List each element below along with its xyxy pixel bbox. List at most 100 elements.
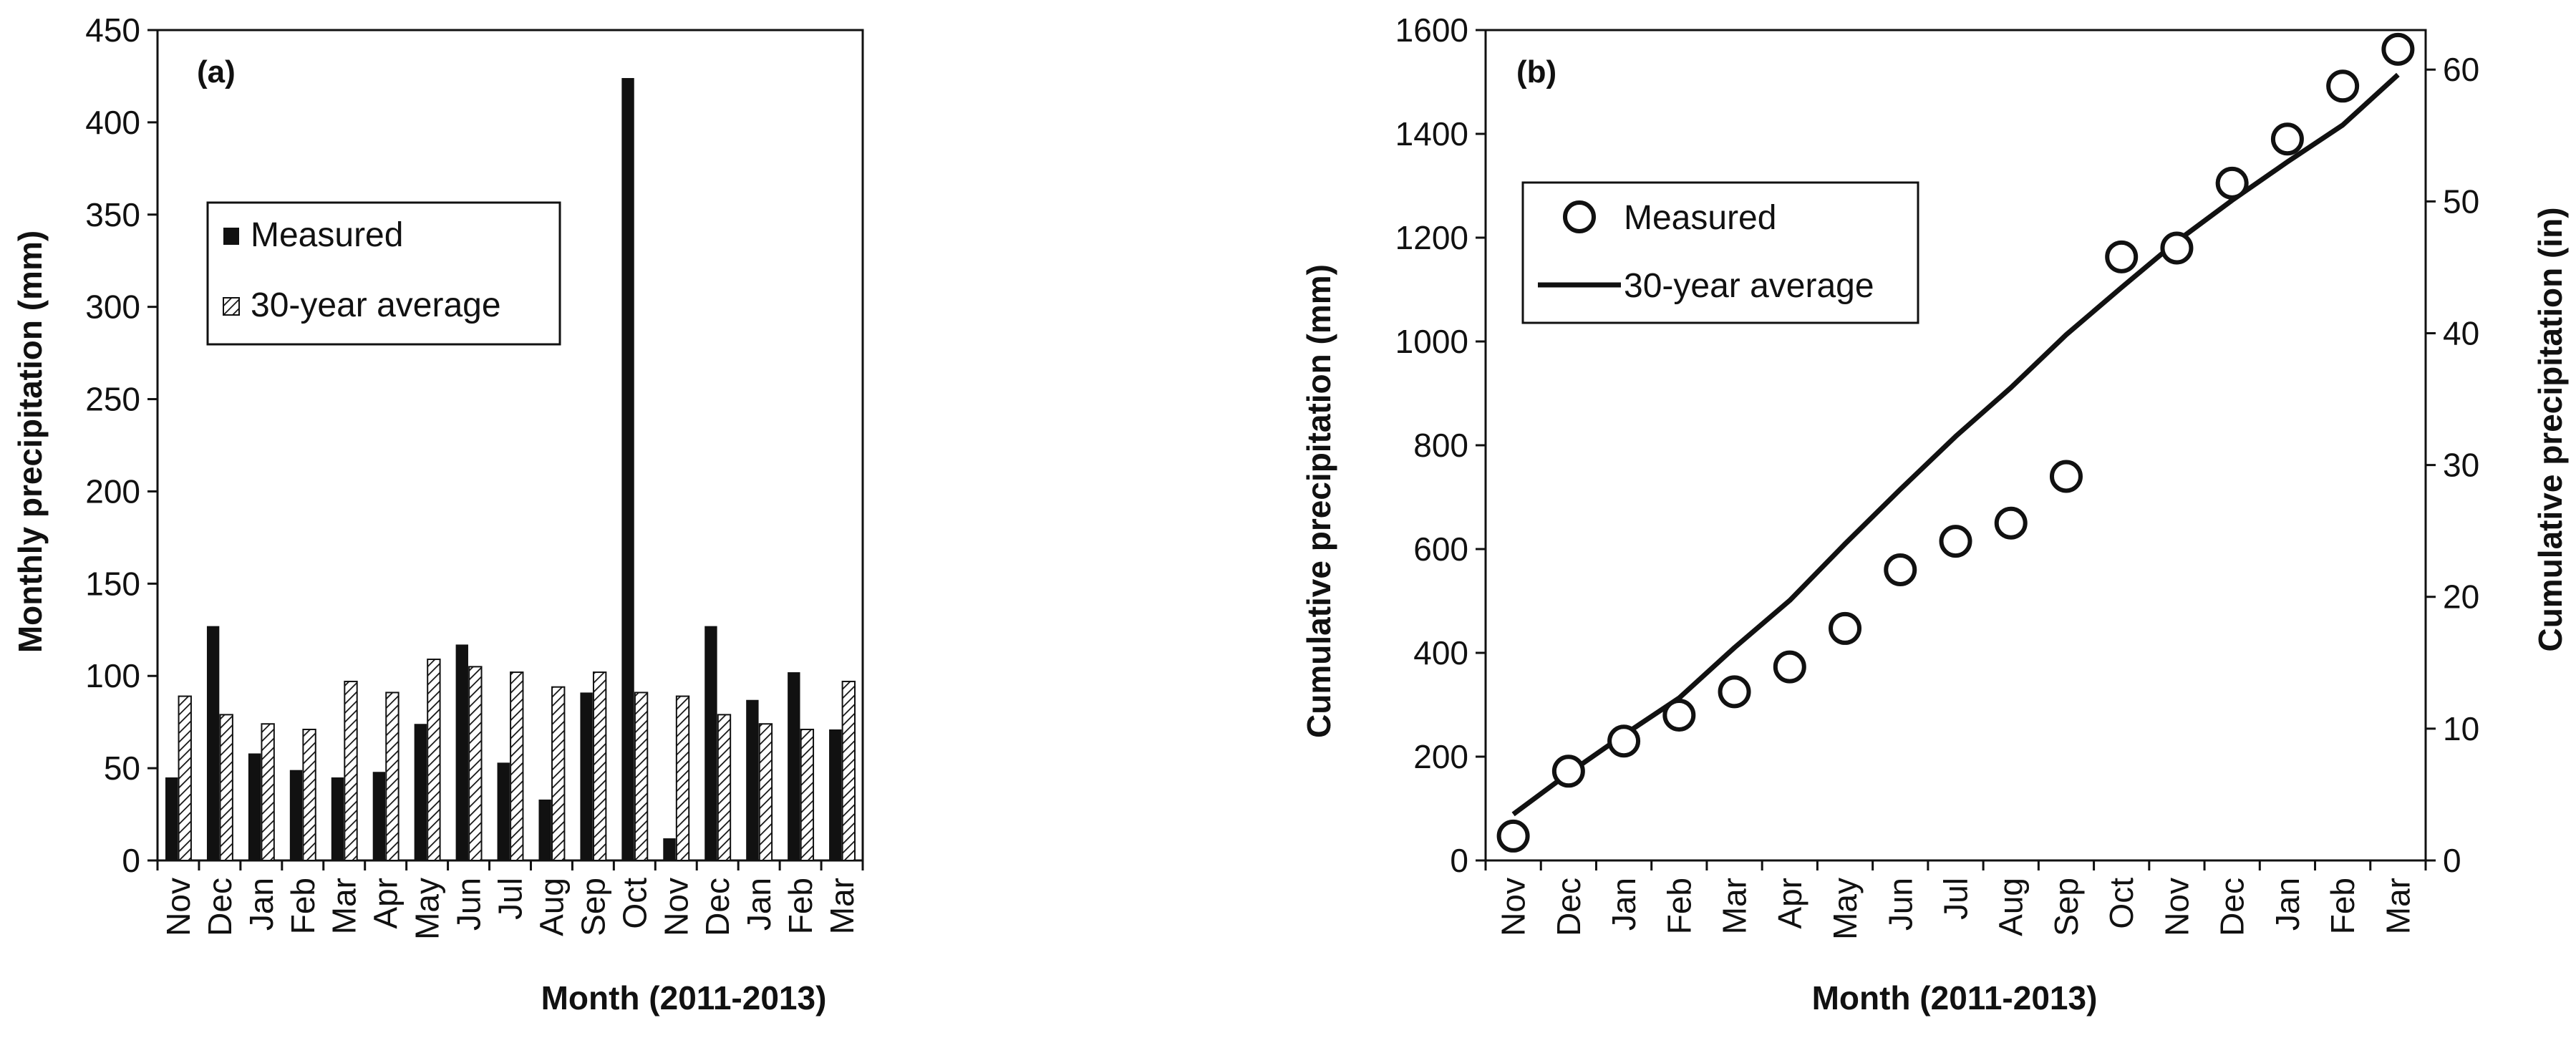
panel-a-y-axis-title: Monthly precipitation (mm) xyxy=(11,231,49,653)
panel-b-label: (b) xyxy=(1516,54,1556,89)
point-measured-mar-16 xyxy=(2381,32,2415,66)
bar-30-year-average-aug-9 xyxy=(551,686,566,862)
x-tick-label: Feb xyxy=(284,878,321,934)
panel-b-legend: Measured 30-year average xyxy=(1521,181,1919,324)
y-tick-label: 1600 xyxy=(1395,11,1468,49)
x-tick-label: Jan xyxy=(1605,878,1642,931)
panel-b-series xyxy=(1496,32,2415,853)
series-line-30-year-average xyxy=(1511,72,2400,817)
point-measured-dec-13 xyxy=(2215,166,2249,200)
bar-30-year-average-jan-2 xyxy=(261,723,275,861)
y-tick-label: 1400 xyxy=(1395,115,1468,152)
bar-measured-jun-7 xyxy=(455,644,468,860)
point-measured-nov-12 xyxy=(2160,231,2194,265)
y-tick-label: 800 xyxy=(1413,427,1468,464)
bar-30-year-average-dec-13 xyxy=(717,714,732,861)
x-tick-label: Mar xyxy=(823,878,861,934)
bar-30-year-average-jun-7 xyxy=(468,666,483,861)
y2-tick-label: 40 xyxy=(2443,314,2479,351)
panel-a-bars xyxy=(165,78,856,862)
bar-30-year-average-dec-1 xyxy=(219,714,233,861)
bar-measured-feb-3 xyxy=(289,770,303,860)
x-tick-label: Apr xyxy=(367,878,405,929)
y-tick-label: 400 xyxy=(1413,634,1468,671)
legend-swatch-measured xyxy=(223,228,239,245)
bar-measured-mar-4 xyxy=(331,777,344,860)
bar-measured-mar-16 xyxy=(829,729,842,860)
bar-measured-aug-9 xyxy=(538,799,551,860)
legend-label-measured: Measured xyxy=(1624,199,1776,237)
x-tick-label: Dec xyxy=(2214,878,2251,936)
x-tick-label: Mar xyxy=(326,878,363,934)
y-tick-label: 1000 xyxy=(1395,323,1468,360)
y2-tick-label: 0 xyxy=(2443,842,2461,879)
panel-b-y-axis-title: Cumulative precipitation (mm) xyxy=(1300,264,1337,738)
x-tick-label: Aug xyxy=(533,878,570,936)
x-tick-label: Apr xyxy=(1771,878,1808,929)
point-measured-mar-4 xyxy=(1718,675,1751,709)
x-tick-label: Mar xyxy=(2379,878,2416,934)
y-tick-label: 150 xyxy=(85,565,140,602)
bar-measured-may-6 xyxy=(414,724,427,860)
x-tick-label: Dec xyxy=(1550,878,1587,936)
bar-30-year-average-sep-10 xyxy=(592,671,607,861)
x-tick-label: May xyxy=(409,878,446,940)
x-tick-label: Jun xyxy=(450,878,488,931)
x-tick-label: May xyxy=(1826,878,1864,940)
bar-measured-jan-14 xyxy=(746,699,759,860)
bar-30-year-average-mar-16 xyxy=(841,680,856,862)
bar-30-year-average-may-6 xyxy=(427,659,441,861)
y-tick-label: 1200 xyxy=(1395,219,1468,256)
bar-measured-nov-12 xyxy=(663,838,676,860)
x-tick-label: Sep xyxy=(2048,878,2085,936)
bar-measured-sep-10 xyxy=(580,692,593,860)
x-tick-label: Jan xyxy=(740,878,778,931)
x-tick-label: Jun xyxy=(1882,878,1919,931)
bar-30-year-average-jan-14 xyxy=(758,723,773,861)
y2-tick-label: 30 xyxy=(2443,447,2479,484)
x-tick-label: Feb xyxy=(782,878,819,934)
x-tick-label: Nov xyxy=(1495,878,1532,936)
bar-measured-jan-2 xyxy=(248,753,261,860)
x-tick-label: Nov xyxy=(2158,878,2195,936)
x-tick-label: Jul xyxy=(1937,878,1975,920)
legend-swatch-30-year-average xyxy=(223,297,240,316)
point-measured-jan-2 xyxy=(1607,724,1641,758)
bar-30-year-average-oct-11 xyxy=(634,692,649,862)
x-tick-label: Mar xyxy=(1716,878,1753,934)
y-tick-label: 100 xyxy=(85,657,140,694)
bar-measured-apr-5 xyxy=(372,772,386,860)
x-tick-label: Feb xyxy=(2324,878,2361,934)
x-tick-label: Oct xyxy=(2103,878,2140,929)
y2-tick-label: 20 xyxy=(2443,578,2479,616)
bar-measured-jul-8 xyxy=(497,762,510,860)
bar-measured-nov-0 xyxy=(165,777,178,860)
y-tick-label: 350 xyxy=(85,196,140,233)
bar-30-year-average-nov-12 xyxy=(675,695,690,861)
y2-tick-label: 10 xyxy=(2443,710,2479,747)
point-measured-jan-14 xyxy=(2270,122,2304,156)
panel-a-label: (a) xyxy=(197,54,236,89)
y-tick-label: 250 xyxy=(85,381,140,418)
x-tick-label: Jan xyxy=(243,878,280,931)
x-tick-label: Sep xyxy=(574,878,611,936)
bar-30-year-average-feb-3 xyxy=(302,728,316,861)
panel-a-x-axis-title: Month (2011-2013) xyxy=(541,979,827,1017)
bar-measured-dec-13 xyxy=(704,626,717,860)
point-measured-apr-5 xyxy=(1773,650,1806,684)
bar-30-year-average-nov-0 xyxy=(178,695,192,861)
y-tick-label: 0 xyxy=(1450,842,1468,879)
y-tick-label: 0 xyxy=(122,842,140,879)
panel-a-legend-box xyxy=(206,201,561,346)
y-tick-label: 50 xyxy=(104,749,140,787)
panel-a-legend: Measured 30-year average xyxy=(206,201,561,346)
x-tick-label: Nov xyxy=(657,878,694,936)
x-tick-label: Dec xyxy=(201,878,238,936)
bar-measured-dec-1 xyxy=(206,626,220,860)
legend-label-30-year-average: 30-year average xyxy=(251,286,501,324)
x-tick-label: Aug xyxy=(1992,878,2030,936)
x-tick-label: Jan xyxy=(2269,878,2306,931)
bar-measured-feb-15 xyxy=(788,672,800,860)
